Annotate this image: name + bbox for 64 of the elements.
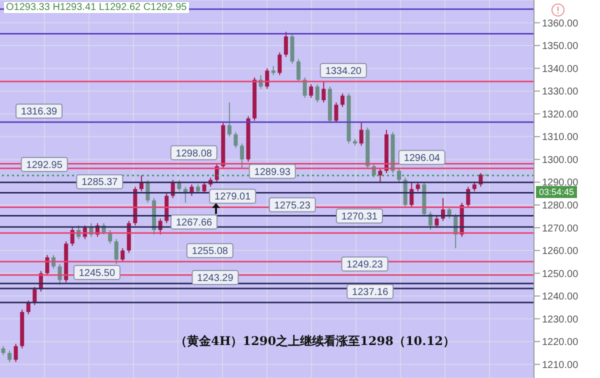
candlestick <box>397 168 402 183</box>
candlestick <box>278 52 282 76</box>
y-tick-label: 1260.00 <box>542 246 579 258</box>
ref-line-label: 1279.01 <box>214 192 252 203</box>
candlestick <box>359 122 364 146</box>
ref-line-label: 1237.16 <box>352 286 389 298</box>
y-tick-label: 1320.00 <box>542 109 579 120</box>
candlestick <box>14 343 18 363</box>
candlestick <box>334 102 338 124</box>
candlestick <box>416 182 420 192</box>
y-tick-label: 1330.00 <box>542 86 579 98</box>
y-tick-label: 1240.00 <box>542 292 579 303</box>
ref-line-label: 1270.31 <box>341 212 378 223</box>
candlestick <box>234 132 238 149</box>
candlestick <box>45 254 50 276</box>
y-tick-label: 1340.00 <box>542 64 579 75</box>
ref-line-label: 1267.66 <box>176 218 213 229</box>
ref-line-label: 1285.37 <box>82 177 118 188</box>
y-tick-label: 1310.00 <box>542 132 579 144</box>
candlestick <box>322 81 326 103</box>
ref-line-label: 1243.29 <box>197 273 234 284</box>
y-tick-label: 1210.00 <box>542 360 579 371</box>
ref-line-label: 1296.04 <box>404 152 440 164</box>
y-tick-label: 1280.00 <box>542 200 579 212</box>
text: （黄金4H）1290之上继续看涨至1298（10.12） <box>174 333 456 350</box>
candlestick <box>8 350 12 363</box>
candlestick <box>466 186 470 208</box>
text: 03:54:45 <box>536 186 578 198</box>
candlestick <box>240 142 244 170</box>
ref-line-label: 1255.08 <box>192 246 228 258</box>
candlestick <box>315 84 320 103</box>
candlestick <box>271 66 276 76</box>
candlestick <box>1 346 6 356</box>
annotation: O1293.33 H1293.41 L1292.62 C1292.95 <box>4 2 189 13</box>
candlestick <box>120 248 125 262</box>
candlestick <box>340 92 345 108</box>
candlestick <box>26 300 30 315</box>
candlestick <box>410 182 414 208</box>
candlestick <box>434 216 439 228</box>
candlestick <box>302 76 307 98</box>
y-tick-label: 1290.00 <box>542 178 579 189</box>
y-tick-label: 1250.00 <box>542 268 579 280</box>
candlestick <box>309 84 314 98</box>
ref-line-label: 1316.39 <box>20 106 58 118</box>
y-tick-label: 1350.00 <box>542 41 579 52</box>
ref-line-label: 1292.95 <box>26 160 63 171</box>
candlestick <box>114 238 118 265</box>
y-tick-label: 1300.00 <box>542 154 579 166</box>
y-tick-label: 1220.00 <box>542 337 579 348</box>
y-tick-label: 1270.00 <box>542 223 579 234</box>
ref-line-label: 1275.23 <box>274 200 311 212</box>
candlestick <box>472 182 476 192</box>
ref-line-label: 1245.50 <box>78 268 116 279</box>
ref-line-label: 1298.08 <box>176 148 212 160</box>
y-tick-label: 1360.00 <box>542 18 579 30</box>
y-tick-label: 1230.00 <box>542 314 579 326</box>
candlestick <box>378 168 382 183</box>
ref-line-label: 1249.23 <box>346 260 384 271</box>
ref-line-label: 1289.93 <box>254 166 291 178</box>
candlestick <box>284 31 288 58</box>
ref-line-label: 1334.20 <box>325 66 362 78</box>
candlestick <box>265 68 270 90</box>
candlestick <box>296 58 301 82</box>
candlestick <box>227 102 232 138</box>
